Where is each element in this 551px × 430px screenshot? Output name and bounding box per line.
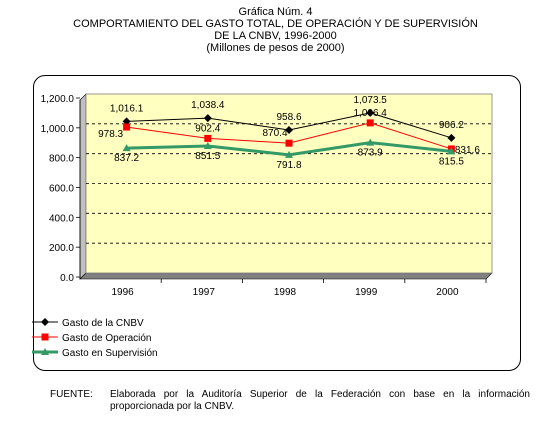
data-label: 873.9 (358, 148, 383, 159)
x-tick-label: 1997 (193, 287, 216, 298)
data-point (122, 117, 131, 126)
data-label: 837.2 (114, 153, 139, 164)
data-point (204, 134, 212, 142)
chart-number: Gráfica Núm. 4 (238, 6, 313, 18)
plot-side-wall (79, 93, 87, 280)
data-label: 902.4 (195, 123, 220, 134)
data-label: 815.5 (439, 156, 464, 167)
data-point (285, 139, 293, 147)
data-label: 1,016.1 (110, 103, 144, 114)
chart-titles: Gráfica Núm. 4 COMPORTAMIENTO DEL GASTO … (0, 6, 551, 54)
data-point (366, 108, 375, 117)
data-point (285, 126, 293, 135)
data-label: 1,073.5 (354, 95, 388, 106)
x-tick-label: 1999 (355, 287, 378, 298)
y-tick-label: 1,000.0 (41, 124, 75, 135)
y-tick-label: 400.0 (49, 213, 74, 224)
plot-floor (79, 272, 493, 280)
chart-title: COMPORTAMIENTO DEL GASTO TOTAL, DE OPERA… (73, 18, 478, 30)
x-tick-label: 2000 (436, 287, 459, 298)
legend-label: Gasto en Supervisión (62, 348, 158, 359)
y-tick-label: 800.0 (49, 154, 74, 165)
data-point (447, 133, 456, 142)
data-label: 851.5 (195, 151, 220, 162)
data-point (122, 144, 131, 152)
data-point (285, 150, 293, 158)
legend-label: Gasto de Operación (62, 333, 152, 344)
data-point (447, 147, 456, 155)
legend-marker (41, 348, 49, 355)
data-point (203, 141, 212, 149)
data-label: 906.2 (439, 120, 464, 131)
legend-label: Gasto de la CNBV (62, 318, 144, 329)
data-label: 1,038.4 (191, 100, 225, 111)
y-tick-label: 600.0 (49, 184, 74, 195)
x-tick-label: 1998 (274, 287, 297, 298)
data-label: 831.6 (455, 145, 480, 156)
data-point (203, 114, 212, 123)
data-label: 958.6 (276, 112, 301, 123)
y-tick-label: 0.0 (60, 273, 74, 284)
legend-marker (41, 333, 49, 341)
x-tick-label: 1996 (111, 287, 134, 298)
chart-title-line-2: DE LA CNBV, 1996-2000 (214, 30, 337, 42)
y-tick-label: 200.0 (49, 243, 74, 254)
data-label: 791.8 (276, 160, 301, 171)
data-point (366, 138, 375, 146)
y-tick-label: 1,200.0 (41, 94, 75, 105)
source-label: FUENTE: (50, 389, 93, 400)
data-label: 870.4 (262, 128, 287, 139)
data-point (123, 123, 131, 131)
chart-subtitle: (Millones de pesos de 2000) (206, 42, 345, 54)
data-point (366, 119, 374, 127)
data-label: 978.3 (98, 129, 123, 140)
source-text: Elaborada por la Auditoría Superior de l… (110, 389, 530, 412)
data-label: 1,006.4 (354, 108, 388, 119)
legend-marker (41, 318, 49, 326)
